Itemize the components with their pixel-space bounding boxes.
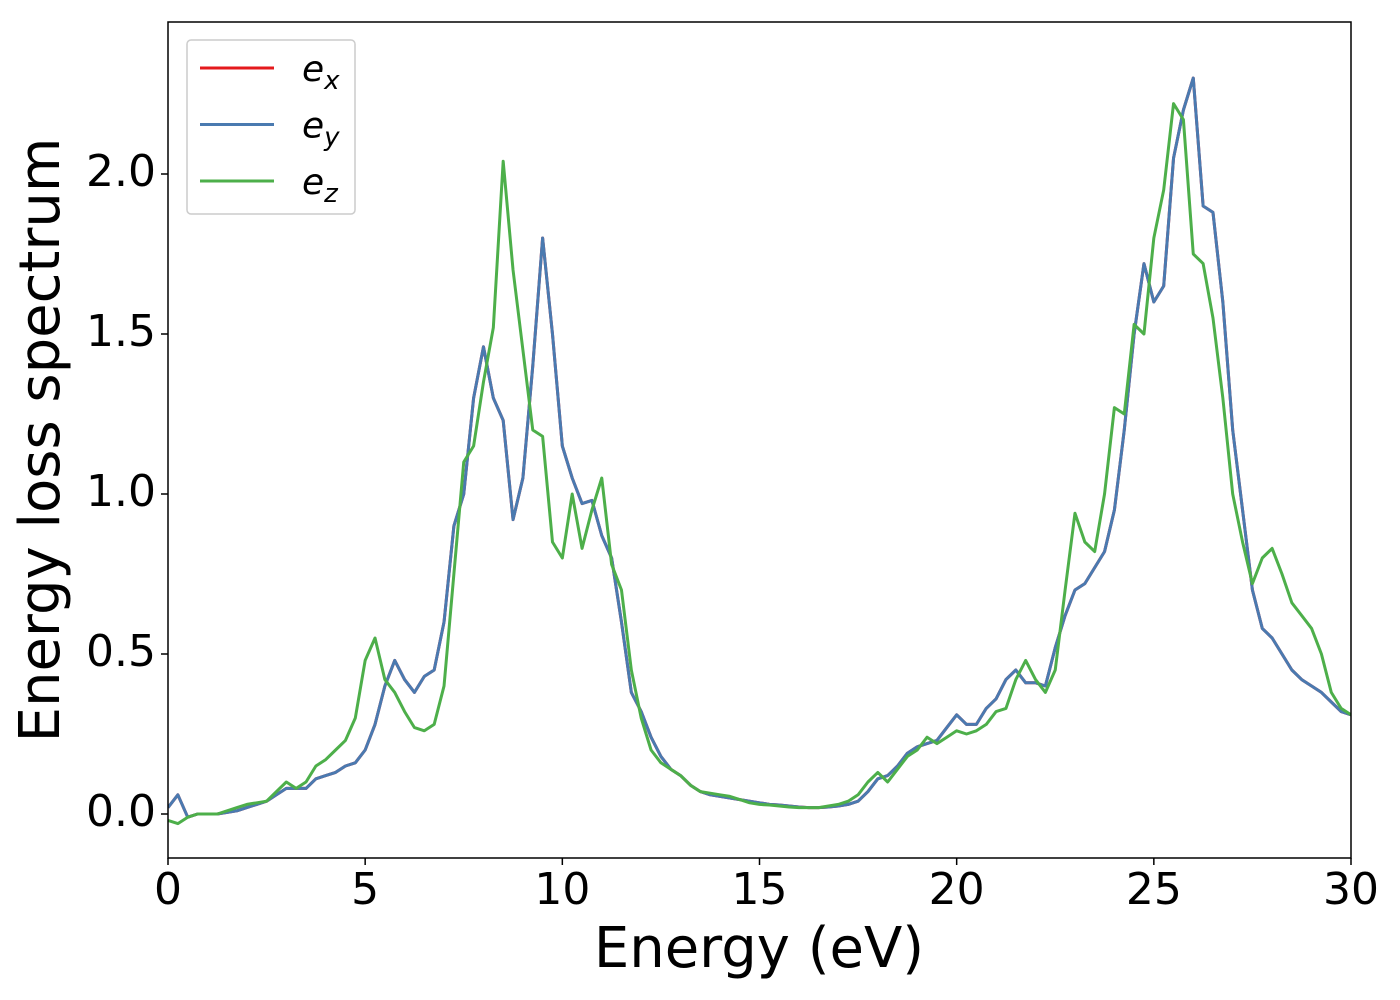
line-series [168, 76, 1351, 819]
x-tick-label: 25 [1126, 864, 1182, 915]
x-axis-label: Energy (eV) [594, 916, 924, 981]
x-tick-label: 0 [154, 864, 182, 915]
x-tick-label: 15 [732, 864, 788, 915]
y-tick-label: 2.0 [86, 146, 156, 197]
line-series [168, 102, 1351, 826]
plot-frame [167, 21, 1352, 859]
legend-label: ex [302, 49, 340, 96]
y-tick-label: 1.0 [86, 466, 156, 517]
legend-label: ey [302, 106, 340, 153]
x-tick-label: 5 [351, 864, 379, 915]
legend-box [186, 39, 356, 215]
y-tick-label: 0.0 [86, 786, 156, 837]
y-tick-label: 1.5 [86, 306, 156, 357]
y-axis-label: Energy loss spectrum [8, 138, 73, 743]
y-tick-label: 0.5 [86, 626, 156, 677]
x-tick-label: 10 [534, 864, 590, 915]
x-tick-label: 20 [929, 864, 985, 915]
x-tick-label: 30 [1323, 864, 1379, 915]
